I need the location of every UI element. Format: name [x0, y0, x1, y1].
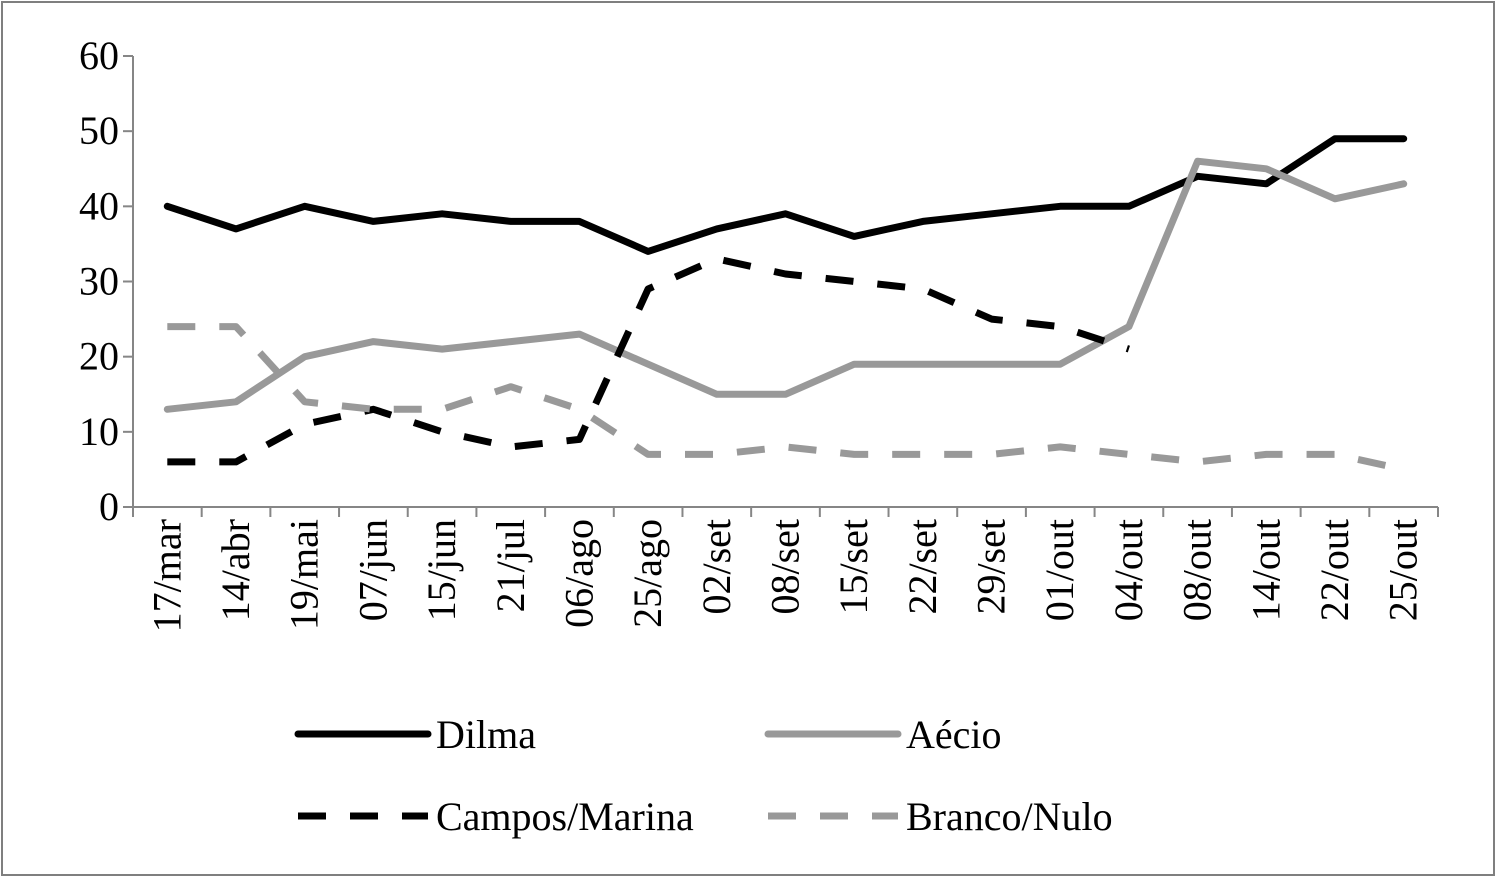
legend-label-dilma: Dilma: [436, 712, 536, 757]
series-lines: [163, 135, 1408, 473]
x-tick-label: 22/set: [900, 519, 945, 615]
legend: Dilma Aécio Campos/Marina Branco/Nulo: [294, 712, 1113, 839]
x-tick-label: 25/out: [1381, 519, 1426, 621]
x-tick-label: 07/jun: [350, 519, 395, 621]
y-tick-label: 20: [79, 334, 119, 379]
x-tick-label: 02/set: [694, 519, 739, 615]
series-line-dilma: [163, 135, 1408, 255]
x-tick-label: 21/jul: [488, 519, 533, 612]
series-line-a-cio: [163, 157, 1408, 413]
legend-label-campos-marina: Campos/Marina: [436, 794, 694, 839]
x-tick-label: 14/abr: [213, 519, 258, 621]
legend-label-a-cio: Aécio: [906, 712, 1002, 757]
y-tick-label: 60: [79, 33, 119, 78]
x-tick-label: 08/set: [763, 519, 808, 615]
x-tick-label: 29/set: [969, 519, 1014, 615]
axes: 0 10 20 30 40 50 60 17/mar 14/abr 19/mai 07/jun 15/…: [79, 33, 1439, 632]
x-tick-label: 22/out: [1312, 519, 1357, 621]
x-tick-label: 15/set: [831, 519, 876, 615]
y-tick-label: 0: [99, 484, 119, 529]
y-tick-label: 30: [79, 259, 119, 304]
y-tick-label: 10: [79, 409, 119, 454]
y-tick-label: 50: [79, 108, 119, 153]
x-tick-label: 14/out: [1243, 519, 1288, 621]
x-tick-label: 08/out: [1175, 519, 1220, 621]
y-tick-label: 40: [79, 183, 119, 228]
legend-label-branco-nulo: Branco/Nulo: [906, 794, 1113, 839]
x-tick-label: 25/ago: [625, 519, 670, 628]
x-tick-label: 17/mar: [144, 519, 189, 632]
x-tick-label: 19/mai: [282, 519, 327, 630]
series-line-campos-marina: [167, 255, 1130, 466]
x-tick-label: 06/ago: [556, 519, 601, 628]
x-tick-label: 01/out: [1037, 519, 1082, 621]
x-tick-label: 15/jun: [419, 519, 464, 621]
x-tick-label: 04/out: [1106, 519, 1151, 621]
